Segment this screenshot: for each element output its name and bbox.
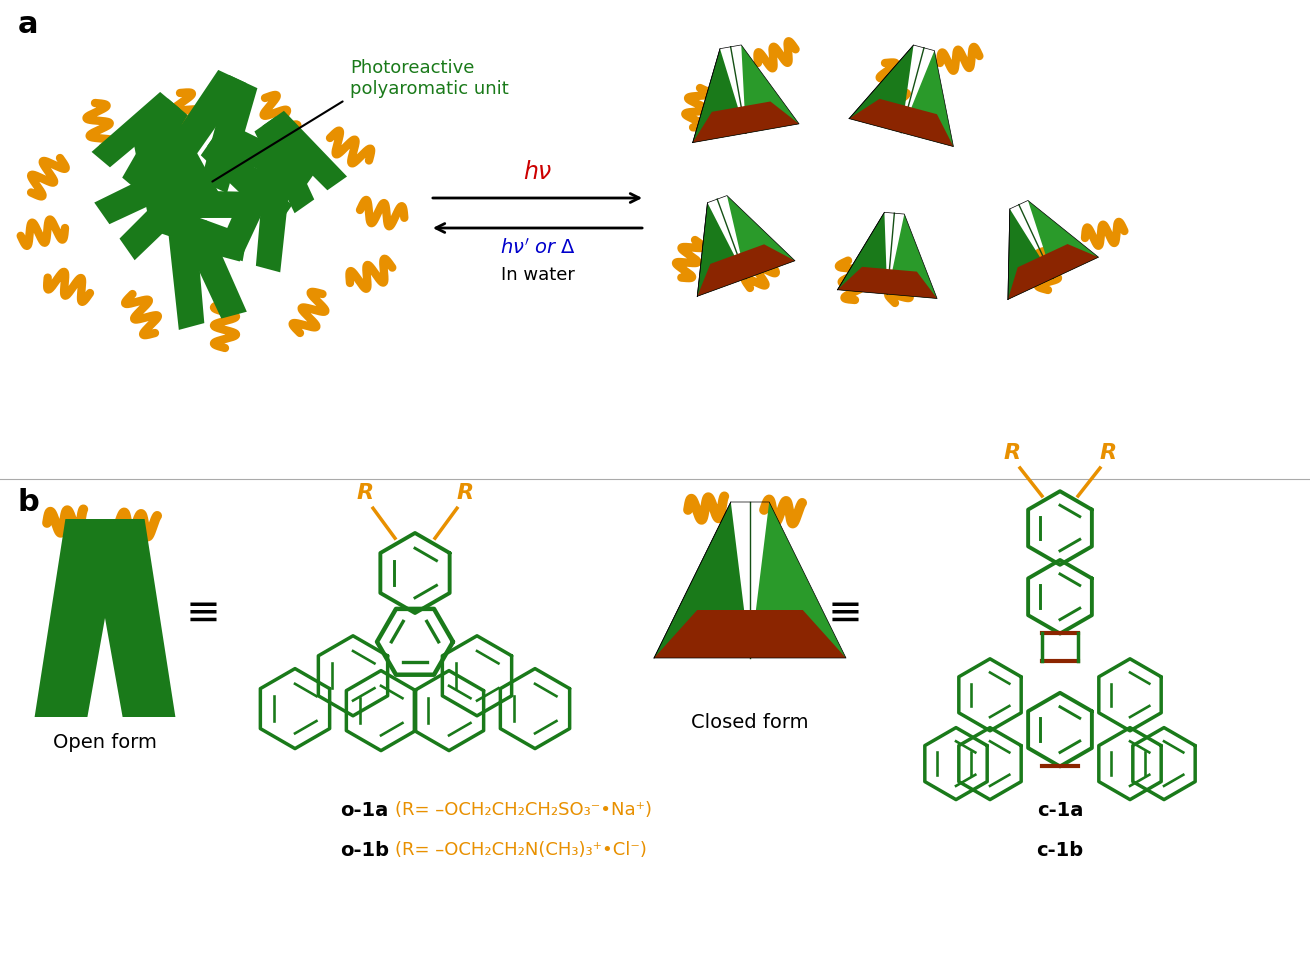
Text: b: b <box>18 488 39 517</box>
Polygon shape <box>1007 209 1053 300</box>
Text: ≡: ≡ <box>828 592 862 634</box>
Polygon shape <box>200 131 292 228</box>
Polygon shape <box>141 107 227 217</box>
Polygon shape <box>130 112 179 235</box>
Polygon shape <box>94 158 200 224</box>
Polygon shape <box>741 45 799 133</box>
Polygon shape <box>751 502 846 658</box>
Polygon shape <box>262 111 347 191</box>
Polygon shape <box>727 195 795 279</box>
Polygon shape <box>887 214 937 299</box>
Polygon shape <box>1028 200 1099 279</box>
Polygon shape <box>697 203 747 296</box>
Text: Open form: Open form <box>54 733 157 752</box>
Text: Photoreactive
polyaromatic unit: Photoreactive polyaromatic unit <box>350 59 508 98</box>
Polygon shape <box>200 75 257 194</box>
Polygon shape <box>254 117 314 214</box>
Polygon shape <box>837 267 937 299</box>
Polygon shape <box>654 502 751 658</box>
Text: ≡: ≡ <box>186 592 220 634</box>
Text: o-1b: o-1b <box>341 840 389 859</box>
Polygon shape <box>215 168 280 262</box>
Text: (R= –OCH₂CH₂N(CH₃)₃⁺•Cl⁻): (R= –OCH₂CH₂N(CH₃)₃⁺•Cl⁻) <box>396 841 647 859</box>
Text: a: a <box>18 10 38 39</box>
Polygon shape <box>1007 244 1099 300</box>
Text: $h\nu$: $h\nu$ <box>523 160 553 184</box>
Polygon shape <box>34 519 123 717</box>
Text: R: R <box>356 483 373 503</box>
Text: (R= –OCH₂CH₂CH₂SO₃⁻•Na⁺): (R= –OCH₂CH₂CH₂SO₃⁻•Na⁺) <box>396 801 652 819</box>
Polygon shape <box>157 70 246 172</box>
Text: R: R <box>456 483 473 503</box>
Text: $h\nu'$ or $\Delta$: $h\nu'$ or $\Delta$ <box>499 238 575 258</box>
Polygon shape <box>168 223 204 330</box>
Polygon shape <box>92 92 179 168</box>
Text: c-1a: c-1a <box>1036 801 1083 819</box>
Polygon shape <box>148 201 248 262</box>
Polygon shape <box>178 220 246 319</box>
Text: Closed form: Closed form <box>692 713 808 732</box>
Text: c-1b: c-1b <box>1036 840 1083 859</box>
Polygon shape <box>901 51 954 147</box>
Polygon shape <box>654 610 846 658</box>
Polygon shape <box>693 102 799 143</box>
Text: R: R <box>1003 443 1020 463</box>
Polygon shape <box>697 244 795 296</box>
Polygon shape <box>849 45 913 132</box>
Polygon shape <box>207 122 318 190</box>
Polygon shape <box>693 49 745 143</box>
Polygon shape <box>119 168 207 261</box>
Polygon shape <box>88 519 176 717</box>
Polygon shape <box>849 99 954 147</box>
Polygon shape <box>255 171 291 272</box>
Polygon shape <box>149 190 255 218</box>
Text: R: R <box>1099 443 1116 463</box>
Text: In water: In water <box>500 266 575 284</box>
Polygon shape <box>837 213 887 294</box>
Text: o-1a: o-1a <box>341 801 388 819</box>
Polygon shape <box>122 99 187 194</box>
